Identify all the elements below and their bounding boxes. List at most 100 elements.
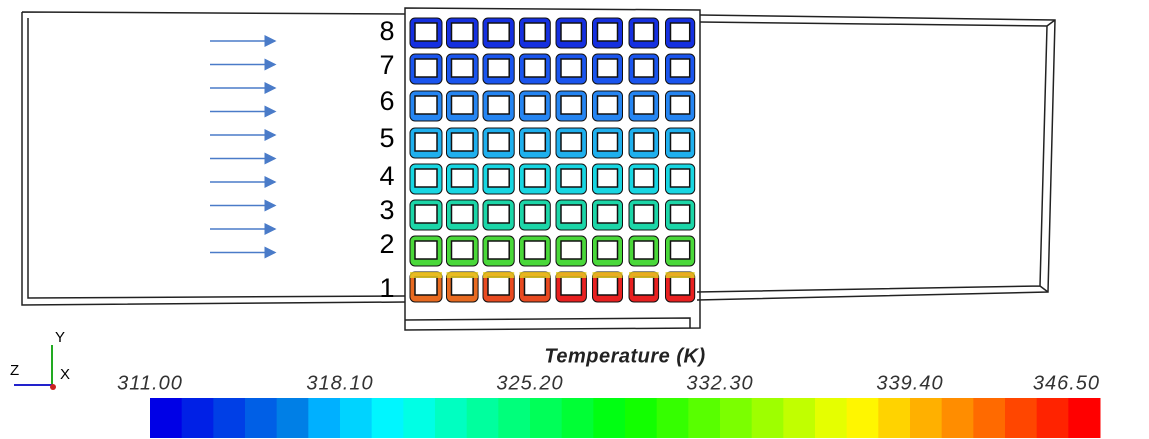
colorbar-segment [182, 398, 214, 438]
tube-hole [525, 277, 546, 295]
tube-array [410, 18, 695, 302]
tube-hole [525, 23, 546, 41]
tube-hole [634, 169, 654, 187]
colorbar-segment [688, 398, 720, 438]
tube-hole [634, 205, 654, 223]
tube-hole [452, 59, 474, 77]
tube-hole [634, 59, 654, 77]
tube-hole [415, 277, 437, 295]
tube-hole [525, 241, 546, 259]
row-label: 3 [379, 195, 394, 225]
axis-z: Z [10, 362, 19, 379]
tube-hole [634, 241, 654, 259]
colorbar-tick-label: 339.40 [876, 372, 943, 394]
colorbar-segment [498, 398, 530, 438]
tube-hole [561, 277, 581, 295]
colorbar-segment [150, 398, 182, 438]
tube-hole [598, 23, 618, 41]
colorbar-segment [910, 398, 942, 438]
tube-hole [415, 169, 437, 187]
tube-hole [561, 241, 581, 259]
tube-hole [671, 277, 690, 295]
tube-hole [488, 277, 509, 295]
tube-hole [561, 133, 581, 151]
colorbar-segment [467, 398, 499, 438]
row-label: 6 [379, 86, 394, 116]
tube-hole [415, 133, 437, 151]
tube-top [666, 272, 695, 278]
tube-hole [561, 59, 581, 77]
tube-hole [452, 169, 474, 187]
tube-hole [452, 277, 474, 295]
tube-hole [671, 23, 690, 41]
tube-hole [561, 205, 581, 223]
axis-triad: Y Z X [10, 329, 70, 390]
colorbar-tick-label: 346.50 [1033, 372, 1100, 394]
tube-hole [598, 205, 618, 223]
colorbar [150, 398, 1101, 438]
tube-hole [671, 96, 690, 114]
tube-top [410, 272, 442, 278]
colorbar-segment [942, 398, 974, 438]
colorbar-segment [435, 398, 467, 438]
tube-hole [415, 23, 437, 41]
tube-hole [452, 205, 474, 223]
tube-hole [634, 96, 654, 114]
colorbar-segment [245, 398, 277, 438]
row-label: 8 [379, 16, 394, 46]
tube-top [629, 272, 659, 278]
tube-top [556, 272, 586, 278]
colorbar-segment [372, 398, 404, 438]
tube-top [447, 272, 479, 278]
tube-hole [525, 133, 546, 151]
colorbar-segment [1068, 398, 1100, 438]
tube-hole [488, 96, 509, 114]
scene: 8 7 6 5 4 3 2 1 Y Z X Temperature (K) 311.00 3 1 8… [0, 0, 1149, 439]
tube-top [593, 272, 623, 278]
row-label: 4 [379, 161, 394, 191]
tube-top [520, 272, 551, 278]
row-label: 7 [379, 50, 394, 80]
tube-hole [488, 169, 509, 187]
colorbar-title: Temperature (K) [544, 345, 705, 367]
colorbar-segment [340, 398, 372, 438]
tube-hole [452, 241, 474, 259]
row-label: 5 [379, 123, 394, 153]
colorbar-segment [657, 398, 689, 438]
colorbar-segment [752, 398, 784, 438]
tube-hole [598, 277, 618, 295]
tube-hole [598, 169, 618, 187]
tube-hole [488, 241, 509, 259]
tube-hole [488, 23, 509, 41]
tube-hole [415, 241, 437, 259]
tube-hole [415, 59, 437, 77]
colorbar-segment [720, 398, 752, 438]
colorbar-segment [403, 398, 435, 438]
colorbar-segment [1005, 398, 1037, 438]
tube-hole [525, 205, 546, 223]
tube-hole [634, 23, 654, 41]
tube-hole [598, 241, 618, 259]
colorbar-segment [625, 398, 657, 438]
colorbar-tick-label: 311.00 [117, 372, 183, 394]
colorbar-tick-label: 325.20 [496, 372, 563, 394]
colorbar-segment [213, 398, 245, 438]
tube-hole [634, 277, 654, 295]
axis-y: Y [55, 329, 65, 346]
tube-hole [561, 96, 581, 114]
colorbar-segment [277, 398, 309, 438]
tube-hole [671, 169, 690, 187]
tube-top [483, 272, 514, 278]
colorbar-segment [783, 398, 815, 438]
row-labels: 8 7 6 5 4 3 2 1 [379, 16, 394, 303]
tube-hole [598, 59, 618, 77]
row-label: 1 [379, 273, 394, 303]
colorbar-segment [1037, 398, 1069, 438]
colorbar-segment [973, 398, 1005, 438]
tube-hole [525, 169, 546, 187]
colorbar-segment [878, 398, 910, 438]
row-label: 2 [379, 229, 394, 259]
tube-hole [671, 205, 690, 223]
tube-hole [488, 59, 509, 77]
tube-hole [452, 133, 474, 151]
